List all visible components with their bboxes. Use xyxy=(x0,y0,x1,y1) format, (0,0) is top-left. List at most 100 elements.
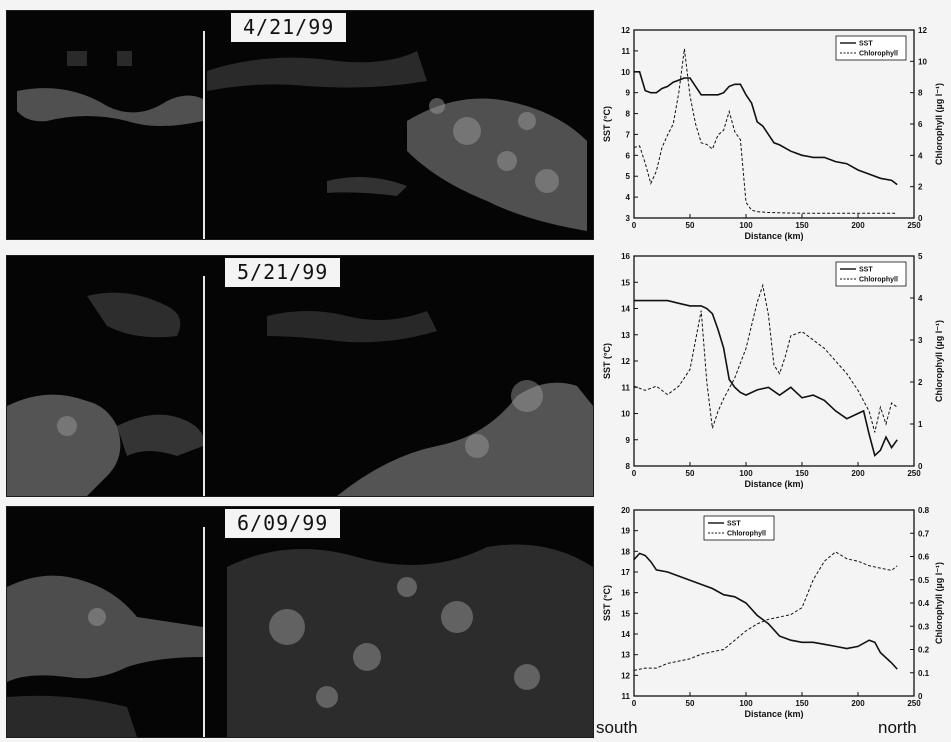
legend-box xyxy=(835,35,907,61)
y2-tick-label: 0.4 xyxy=(918,599,930,608)
y-tick-label: 14 xyxy=(621,630,630,639)
y-tick-label: 12 xyxy=(621,26,630,35)
x-tick-label: 150 xyxy=(795,699,809,708)
satellite-image-2: 5/21/99 xyxy=(6,255,594,497)
y-tick-label: 11 xyxy=(622,383,631,392)
y-axis-label: SST (°C) xyxy=(602,585,612,621)
chlorophyll-series-line xyxy=(633,551,898,671)
y2-tick-label: 0.1 xyxy=(918,669,930,678)
y2-tick-label: 2 xyxy=(918,378,923,387)
y-tick-label: 13 xyxy=(621,331,630,340)
x-tick-label: 50 xyxy=(686,699,695,708)
south-label: south xyxy=(596,718,638,737)
y2-tick-label: 12 xyxy=(918,26,927,35)
y2-tick-label: 4 xyxy=(918,151,923,160)
y-tick-label: 5 xyxy=(626,172,631,181)
x-tick-label: 0 xyxy=(632,699,637,708)
chart-1-wrap: 0 50 100 150 200 250 3 4 5 6 7 8 9 10 11 12 0 2 4 6 8 10 12 Dis… xyxy=(596,24,951,246)
panel-row-2: 5/21/99 0 50 100 150 200 250 8 9 10 11 12 13 14 15 16 0… xyxy=(0,244,951,497)
y2-axis-label: Chlorophyll (µg l⁻¹) xyxy=(934,320,944,402)
y-tick-label: 8 xyxy=(626,462,631,471)
chart-3-wrap: 0 50 100 150 200 250 11 12 13 14 15 16 17 18 19 20 0 0.1 0… xyxy=(596,504,951,724)
satellite-image-3: 6/09/99 xyxy=(6,506,594,738)
y-tick-label: 12 xyxy=(621,357,630,366)
legend-label: Chlorophyll xyxy=(859,51,898,58)
y2-tick-label: 5 xyxy=(918,252,923,261)
date-label-3: 6/09/99 xyxy=(225,509,341,538)
y-tick-label: 11 xyxy=(622,692,631,701)
y-tick-label: 15 xyxy=(621,278,630,287)
legend-box xyxy=(835,261,907,287)
y2-tick-label: 0.8 xyxy=(918,506,930,515)
y2-tick-label: 6 xyxy=(918,120,923,129)
y-tick-label: 12 xyxy=(621,671,630,680)
satellite-image-1-texture xyxy=(17,51,587,231)
y-tick-label: 16 xyxy=(621,252,630,261)
legend-label: SST xyxy=(859,267,873,274)
chart-2-wrap: 0 50 100 150 200 250 8 9 10 11 12 13 14 15 16 0 1 2 3 4 5 Dis… xyxy=(596,250,951,496)
x-tick-label: 250 xyxy=(907,699,921,708)
satellite-image-3-texture xyxy=(7,544,593,737)
y-tick-label: 20 xyxy=(621,506,630,515)
legend-label: Chlorophyll xyxy=(727,531,766,538)
y2-axis-label: Chlorophyll (µg l⁻¹) xyxy=(934,562,944,644)
sst-series-line xyxy=(634,71,898,186)
x-tick-label: 250 xyxy=(907,221,921,230)
y-tick-label: 10 xyxy=(621,410,630,419)
y-tick-label: 9 xyxy=(626,436,631,445)
legend-label: SST xyxy=(859,41,873,48)
y2-tick-label: 0 xyxy=(918,462,923,471)
sst-series-line xyxy=(634,299,898,457)
satellite-image-1: 4/21/99 xyxy=(6,10,594,240)
y2-tick-label: 0.3 xyxy=(918,622,930,631)
y2-tick-label: 2 xyxy=(918,183,923,192)
satellite-image-2-texture xyxy=(7,292,593,496)
sst-chlorophyll-chart-2: 0 50 100 150 200 2508910111213141516012345Dis… xyxy=(602,252,944,489)
transect-line-3 xyxy=(203,527,205,737)
y2-tick-label: 0 xyxy=(918,692,923,701)
y-tick-label: 4 xyxy=(626,193,631,202)
legend-label: Chlorophyll xyxy=(859,277,898,284)
y-tick-label: 3 xyxy=(626,214,631,223)
y2-tick-label: 4 xyxy=(918,294,923,303)
panel-row-3: 6/09/99 0 50 100 150 200 250 11 12 13 14 15 16 17 18 1… xyxy=(0,496,951,742)
x-axis-label: Distance (km) xyxy=(744,479,803,489)
x-tick-label: 0 xyxy=(632,469,637,478)
y-tick-label: 7 xyxy=(626,130,631,139)
y2-axis-label: Chlorophyll (µg l⁻¹) xyxy=(934,83,944,165)
x-tick-label: 150 xyxy=(795,469,809,478)
y2-tick-label: 8 xyxy=(918,89,923,98)
y-axis-label: SST (°C) xyxy=(602,343,612,379)
y2-tick-label: 0 xyxy=(918,214,923,223)
legend-label: SST xyxy=(727,521,741,528)
north-label: north xyxy=(878,718,917,737)
y2-tick-label: 0.7 xyxy=(918,529,930,538)
x-tick-label: 50 xyxy=(686,221,695,230)
y2-tick-label: 1 xyxy=(918,420,923,429)
x-tick-label: 100 xyxy=(739,699,753,708)
legend-box xyxy=(703,515,775,541)
y-tick-label: 8 xyxy=(626,110,631,119)
y2-tick-label: 0.5 xyxy=(918,576,930,585)
y2-tick-label: 0.2 xyxy=(918,646,930,655)
x-tick-label: 0 xyxy=(632,221,637,230)
transect-line-2 xyxy=(203,276,205,496)
x-tick-label: 50 xyxy=(686,469,695,478)
y-tick-label: 18 xyxy=(621,547,630,556)
y-tick-label: 9 xyxy=(626,89,631,98)
x-tick-label: 250 xyxy=(907,469,921,478)
y-tick-label: 14 xyxy=(621,305,630,314)
y2-tick-label: 0.6 xyxy=(918,553,930,562)
sst-chlorophyll-chart-3: 0 50 100 150 200 2501112131415161718192000.10… xyxy=(602,506,944,719)
y-axis-label: SST (°C) xyxy=(602,106,612,142)
chlorophyll-series-line xyxy=(633,48,898,214)
sst-series-line xyxy=(633,552,898,670)
y2-tick-label: 3 xyxy=(918,336,923,345)
x-tick-label: 100 xyxy=(739,221,753,230)
sst-chlorophyll-chart-1: 0 50 100 150 200 250 3 4 5 6 7 8 9 10 11 12 0 2 4 6 8 10 12 Dis… xyxy=(602,26,944,241)
y-tick-label: 13 xyxy=(621,651,630,660)
panel-row-1: 4/21/99 0 50 100 150 200 250 3 4 5 6 7 8 9 10 11 12 0 2 4 6… xyxy=(0,0,951,241)
x-axis-label: Distance (km) xyxy=(744,231,803,241)
y-tick-label: 17 xyxy=(621,568,630,577)
y-tick-label: 16 xyxy=(621,589,630,598)
